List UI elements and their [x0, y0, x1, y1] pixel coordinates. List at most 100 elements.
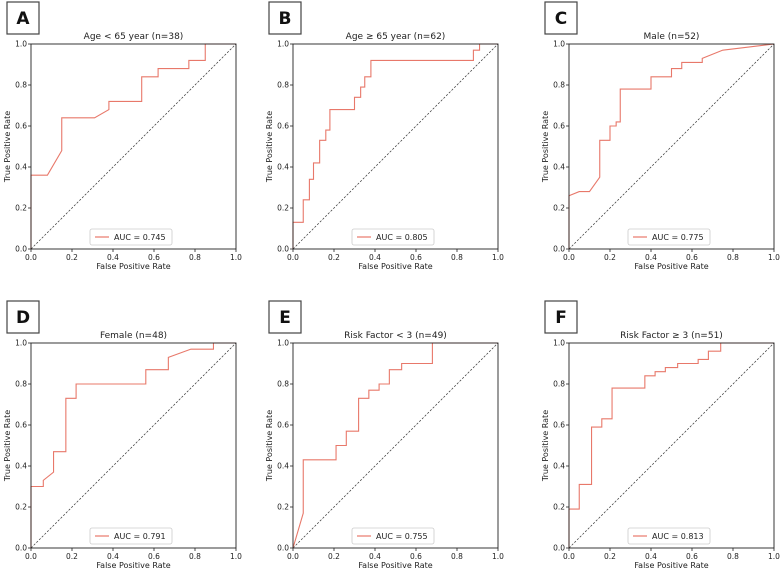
- panel-c-diagonal: [568, 43, 775, 250]
- panel-c-xtick-label: 0.8: [727, 253, 739, 262]
- panel-e-ytick-label: 1.0: [277, 339, 289, 348]
- panel-a-xtick-label: 0.8: [189, 253, 201, 262]
- panel-b-axes-frame: [292, 43, 499, 250]
- panel-d-ytick-label: 1.0: [15, 339, 27, 348]
- panel-e-ytick-label: 0.8: [277, 380, 289, 389]
- panel-b-ytick-label: 0.4: [277, 163, 289, 172]
- panel-b-xtick-label: 0.4: [369, 253, 381, 262]
- panel-e-ytick-label: 0.4: [277, 462, 289, 471]
- panel-d-diagonal: [30, 342, 237, 549]
- panel-f-ytick-label: 0.2: [553, 503, 565, 512]
- panel-e-xlabel: False Positive Rate: [358, 561, 432, 569]
- panel-b-ytick-label: 0.6: [277, 122, 289, 131]
- panel-f-legend-box: [627, 527, 711, 545]
- panel-a-xtick-label: 0.6: [148, 253, 160, 262]
- panel-e-ytick-label: 0.6: [277, 421, 289, 430]
- panel-f-axes-frame: [568, 342, 775, 549]
- panel-d-xlabel: False Positive Rate: [96, 561, 170, 569]
- panel-a-axes-frame: [30, 43, 237, 250]
- panel-a-legend: AUC = 0.745: [89, 228, 173, 246]
- panel-c-xtick-label: 0.6: [686, 253, 698, 262]
- panel-d-axes-frame: [30, 342, 237, 549]
- panel-d-xtick-label: 0.2: [66, 552, 78, 561]
- panel-e-xtick-label: 0.8: [451, 552, 463, 561]
- panel-b-xtick-label: 1.0: [492, 253, 504, 262]
- panel-a-ytick-label: 0.8: [15, 81, 27, 90]
- panel-c-xtick-label: 0.0: [563, 253, 575, 262]
- panel-e-letter: E: [279, 308, 291, 328]
- panel-b-ytick-label: 0.2: [277, 204, 289, 213]
- panel-a-xtick-label: 0.0: [25, 253, 37, 262]
- panel-b-ytick-label: 1.0: [277, 40, 289, 49]
- panel-d-legend-box: [89, 527, 173, 545]
- panel-f-diagonal: [568, 342, 775, 549]
- panel-b-xtick-label: 0.2: [328, 253, 340, 262]
- panel-e-ytick-label: 0.2: [277, 503, 289, 512]
- panel-d-xtick-label: 0.0: [25, 552, 37, 561]
- panel-b-ytick-label: 0.0: [277, 245, 289, 254]
- panel-e-xtick-label: 0.0: [287, 552, 299, 561]
- panel-b: B Age ≥ 65 year (n=62) 0.0 0.2 0.4 0.6 0.8 1.0 0…: [265, 1, 504, 271]
- panel-e-xtick-label: 1.0: [492, 552, 504, 561]
- panel-d-xtick-label: 0.6: [148, 552, 160, 561]
- panel-c-legend-label: AUC = 0.775: [652, 233, 704, 242]
- panel-d-legend: AUC = 0.791: [89, 527, 173, 545]
- panel-a-legend-label: AUC = 0.745: [114, 233, 166, 242]
- panel-f-xlabel: False Positive Rate: [634, 561, 708, 569]
- panel-e-legend: AUC = 0.755: [351, 527, 435, 545]
- panel-c-ytick-label: 0.0: [553, 245, 565, 254]
- panel-b-xtick-label: 0.8: [451, 253, 463, 262]
- panel-a-title: Age < 65 year (n=38): [84, 32, 184, 42]
- panel-b-letter-box: [268, 1, 302, 35]
- panel-a-roc-curve: [30, 43, 236, 249]
- panel-f-xtick-label: 0.0: [563, 552, 575, 561]
- panel-c-axes-frame: [568, 43, 775, 250]
- panel-d-xtick-label: 0.4: [107, 552, 119, 561]
- panel-c-xlabel: False Positive Rate: [634, 262, 708, 271]
- panel-b-diagonal: [292, 43, 499, 250]
- panel-f-xtick-label: 0.6: [686, 552, 698, 561]
- panel-b-legend-box: [351, 228, 435, 246]
- panel-d-ytick-label: 0.0: [15, 544, 27, 553]
- panel-a-letter: A: [16, 9, 30, 29]
- panel-a: A Age < 65 year (n=38) 0.0 0.2 0.4 0.6 0.8 1.0 0…: [3, 1, 242, 271]
- panel-b-xtick-label: 0.6: [410, 253, 422, 262]
- panel-d-xtick-label: 0.8: [189, 552, 201, 561]
- panel-a-ytick-label: 0.6: [15, 122, 27, 131]
- panel-f: F Risk Factor ≥ 3 (n=51) 0.0 0.2 0.4 0.6 0.8 1.…: [541, 300, 780, 569]
- panel-f-letter: F: [555, 308, 567, 328]
- panel-f-ytick-label: 0.0: [553, 544, 565, 553]
- panel-a-xtick-label: 0.2: [66, 253, 78, 262]
- panel-a-xtick-label: 0.4: [107, 253, 119, 262]
- panel-c-xtick-label: 1.0: [768, 253, 780, 262]
- panel-c-legend-box: [627, 228, 711, 246]
- panel-c: C Male (n=52) 0.0 0.2 0.4 0.6 0.8 1.0 0.0 0.2 0.4 0…: [541, 1, 780, 271]
- panel-a-legend-box: [89, 228, 173, 246]
- panel-e-ylabel: True Positive Rate: [265, 410, 274, 482]
- panel-f-legend-label: AUC = 0.813: [652, 532, 704, 541]
- panel-e: E Risk Factor < 3 (n=49) 0.0 0.2 0.4 0.6 0.8 1.…: [265, 300, 504, 569]
- panel-d-ylabel: True Positive Rate: [3, 410, 12, 482]
- panel-b-letter: B: [279, 9, 292, 29]
- panel-c-letter: C: [555, 9, 567, 29]
- panel-b-ylabel: True Positive Rate: [265, 111, 274, 183]
- panel-c-letter-box: [544, 1, 578, 35]
- panel-e-axes-frame: [292, 342, 499, 549]
- panel-c-ytick-label: 1.0: [553, 40, 565, 49]
- panel-e-letter-box: [268, 300, 302, 334]
- panel-a-diagonal: [30, 43, 237, 250]
- panel-a-ytick-label: 0.2: [15, 204, 27, 213]
- panel-f-xtick-label: 1.0: [768, 552, 780, 561]
- panel-d-xtick-label: 1.0: [230, 552, 242, 561]
- panel-f-xtick-label: 0.8: [727, 552, 739, 561]
- panel-f-ytick-label: 0.6: [553, 421, 565, 430]
- panel-f-letter-box: [544, 300, 578, 334]
- panel-a-ytick-label: 0.4: [15, 163, 27, 172]
- panel-a-ylabel: True Positive Rate: [3, 111, 12, 183]
- panel-b-legend-label: AUC = 0.805: [376, 233, 428, 242]
- panel-e-diagonal: [292, 342, 499, 549]
- panel-c-xtick-label: 0.4: [645, 253, 657, 262]
- panel-b-legend: AUC = 0.805: [351, 228, 435, 246]
- panel-f-roc-curve: [568, 342, 774, 548]
